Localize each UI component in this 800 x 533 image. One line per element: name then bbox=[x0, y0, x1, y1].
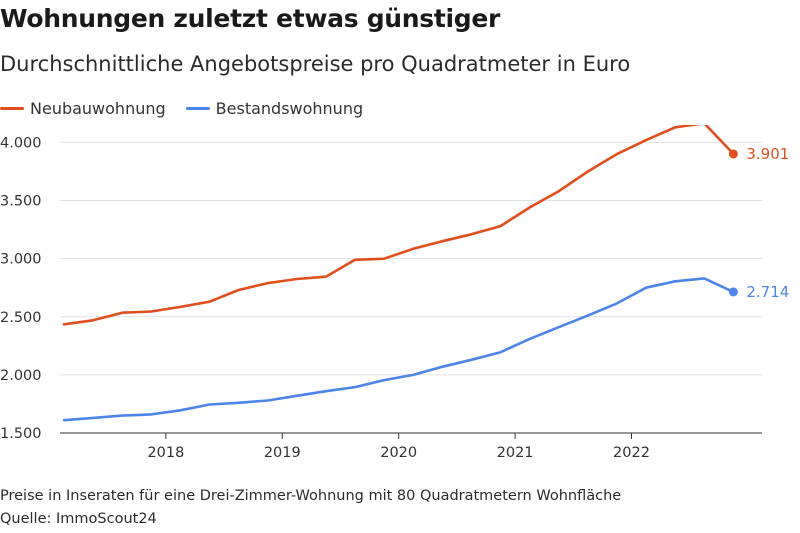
chart-source: Quelle: ImmoScout24 bbox=[0, 511, 157, 527]
chart-note: Preise in Inseraten für eine Drei-Zimmer… bbox=[0, 488, 622, 504]
y-tick-label-2000: 2.000 bbox=[0, 368, 42, 384]
y-tick-label-2500: 2.500 bbox=[0, 310, 42, 326]
x-tick-label-2018: 2018 bbox=[147, 445, 184, 461]
x-tick-label-2022: 2022 bbox=[613, 445, 650, 461]
legend-swatch-neubauwohnung bbox=[0, 106, 24, 110]
legend-item-bestandswohnung: Bestandswohnung bbox=[185, 98, 364, 118]
legend-label-neubauwohnung: Neubauwohnung bbox=[30, 98, 166, 118]
chart-subtitle: Durchschnittliche Angebotspreise pro Qua… bbox=[0, 52, 631, 76]
y-tick-label-3500: 3.500 bbox=[0, 194, 42, 210]
y-tick-label-3000: 3.000 bbox=[0, 252, 42, 268]
chart-title: Wohnungen zuletzt etwas günstiger bbox=[0, 4, 501, 33]
end-point-neubauwohnung bbox=[728, 149, 738, 159]
legend-swatch-bestandswohnung bbox=[185, 106, 210, 110]
end-point-bestandswohnung bbox=[728, 287, 738, 297]
end-label-bestandswohnung: 2.714 bbox=[746, 283, 789, 301]
series-line-bestandswohnung bbox=[62, 277, 735, 422]
x-tick-label-2019: 2019 bbox=[264, 445, 301, 461]
chart-legend: Neubauwohnung Bestandswohnung bbox=[0, 97, 383, 119]
y-tick-label-1500: 1.500 bbox=[0, 426, 42, 442]
y-tick-label-4000: 4.000 bbox=[0, 135, 42, 151]
legend-item-neubauwohnung: Neubauwohnung bbox=[0, 99, 166, 118]
end-label-neubauwohnung: 3.901 bbox=[746, 145, 789, 163]
x-tick-label-2020: 2020 bbox=[380, 445, 417, 461]
legend-label-bestandswohnung: Bestandswohnung bbox=[215, 98, 364, 118]
line-chart: 1.500 2.000 2.500 3.000 3.500 4.000 2018 2019 20… bbox=[0, 125, 789, 461]
series-line-neubauwohnung bbox=[62, 125, 735, 326]
x-tick-label-2021: 2021 bbox=[497, 445, 534, 461]
